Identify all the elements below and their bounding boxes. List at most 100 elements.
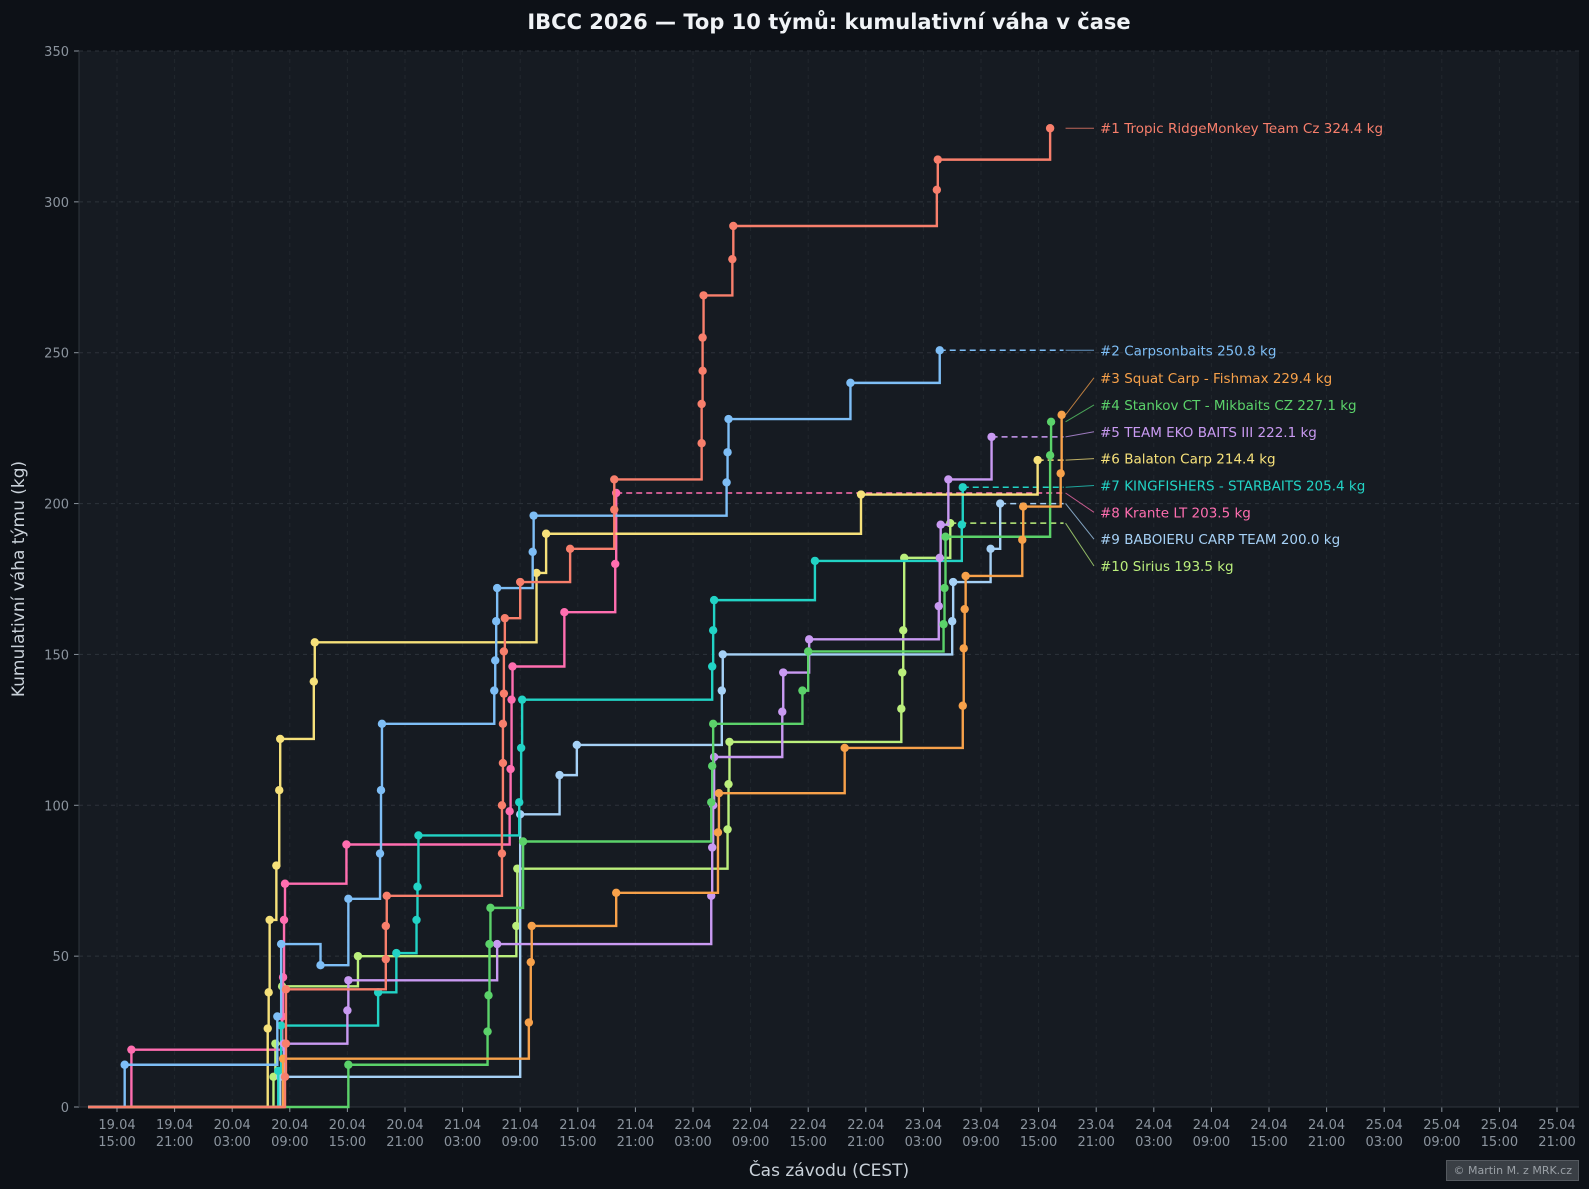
data-point: [778, 707, 787, 716]
data-point: [698, 333, 707, 342]
data-point: [528, 547, 537, 557]
data-point: [492, 583, 502, 593]
series-label: #1 Tropic RidgeMonkey Team Cz 324.4 kg: [1100, 121, 1383, 137]
data-point: [708, 761, 717, 771]
label-leader: [1065, 522, 1095, 567]
series-8: [88, 488, 1064, 1109]
x-tick-label-time: 15:00: [329, 1135, 366, 1150]
data-point: [939, 620, 948, 629]
series-label: #3 Squat Carp - Fishmax 229.4 kg: [1100, 371, 1332, 387]
data-point: [344, 1060, 353, 1069]
data-point: [722, 478, 731, 487]
data-point: [273, 1012, 282, 1021]
x-tick-label-date: 23.04: [1078, 1118, 1115, 1133]
series-6: [88, 455, 1064, 1109]
data-point: [798, 686, 807, 695]
x-tick-label-time: 21:00: [386, 1135, 423, 1150]
data-point: [960, 604, 969, 614]
data-point: [280, 1072, 290, 1082]
data-point: [309, 677, 318, 686]
data-point: [708, 843, 717, 852]
data-point: [898, 668, 907, 677]
x-tick-label-date: 19.04: [156, 1118, 193, 1133]
data-point: [611, 559, 620, 569]
data-point: [280, 879, 290, 888]
data-point: [486, 903, 495, 913]
data-point: [505, 807, 514, 816]
data-point: [1045, 124, 1055, 133]
data-point: [610, 505, 619, 514]
data-point: [948, 577, 958, 587]
x-tick-label-time: 03:00: [1135, 1135, 1172, 1150]
data-point: [518, 837, 528, 846]
data-point: [718, 650, 727, 659]
data-point: [498, 758, 508, 768]
x-tick-label-time: 09:00: [732, 1135, 769, 1150]
label-leader: [1065, 484, 1095, 488]
data-point: [948, 617, 957, 626]
data-point: [498, 719, 508, 729]
x-tick-label-time: 21:00: [156, 1135, 193, 1150]
x-tick-label-date: 22.04: [674, 1118, 711, 1133]
data-point: [697, 439, 706, 448]
data-point: [944, 475, 953, 484]
data-point: [376, 786, 386, 795]
data-point: [708, 719, 718, 729]
x-tick-label-time: 21:00: [1077, 1135, 1114, 1150]
y-tick-label: 150: [44, 648, 69, 663]
x-tick-label-date: 20.04: [271, 1118, 308, 1133]
x-tick-label-time: 09:00: [1193, 1135, 1230, 1150]
data-point: [572, 740, 582, 750]
data-point: [986, 544, 995, 554]
data-point: [381, 954, 390, 964]
data-point: [353, 951, 363, 961]
data-point: [414, 831, 423, 840]
y-tick-label: 350: [44, 45, 69, 60]
y-tick-label: 250: [44, 347, 69, 362]
data-point: [961, 571, 970, 581]
data-point: [310, 638, 319, 647]
data-point: [507, 695, 516, 704]
data-point: [1018, 535, 1027, 544]
label-leader: [1065, 503, 1095, 540]
label-leader: [1065, 431, 1095, 438]
data-point: [724, 414, 733, 424]
data-point: [500, 614, 510, 623]
data-point: [484, 991, 493, 1000]
data-point: [713, 828, 723, 837]
x-tick-label-date: 23.04: [962, 1118, 999, 1133]
x-tick-label-date: 21.04: [617, 1118, 654, 1133]
data-point: [723, 825, 732, 834]
y-tick-label: 0: [61, 1101, 69, 1116]
data-point: [272, 861, 281, 870]
data-point: [541, 529, 551, 538]
data-point: [897, 704, 906, 713]
data-point: [491, 656, 500, 665]
x-tick-label-time: 09:00: [271, 1135, 308, 1150]
y-tick-label: 100: [44, 799, 69, 814]
data-point: [120, 1060, 129, 1069]
data-point: [728, 254, 737, 264]
plot-area: [79, 51, 1579, 1107]
x-tick-label-time: 09:00: [1423, 1135, 1460, 1150]
x-tick-label-time: 15:00: [559, 1135, 596, 1150]
data-point: [413, 882, 422, 891]
x-tick-label-date: 24.04: [1193, 1118, 1230, 1133]
data-point: [276, 939, 286, 949]
data-point: [560, 607, 569, 617]
data-point: [344, 976, 353, 985]
data-point: [729, 221, 738, 231]
x-tick-label-date: 23.04: [905, 1118, 942, 1133]
data-point: [274, 1066, 283, 1075]
data-point: [490, 686, 499, 695]
data-point: [565, 544, 575, 554]
data-point: [846, 378, 855, 388]
data-point: [279, 915, 289, 925]
series-label: #9 BABOIERU CARP TEAM 200.0 kg: [1100, 532, 1340, 548]
data-point: [1056, 469, 1065, 478]
watermark: © Martin M. z MRK.cz: [1446, 1160, 1579, 1181]
x-tick-label-time: 15:00: [1250, 1135, 1287, 1150]
data-point: [1045, 451, 1055, 460]
data-point: [375, 849, 385, 858]
data-point: [497, 849, 507, 858]
